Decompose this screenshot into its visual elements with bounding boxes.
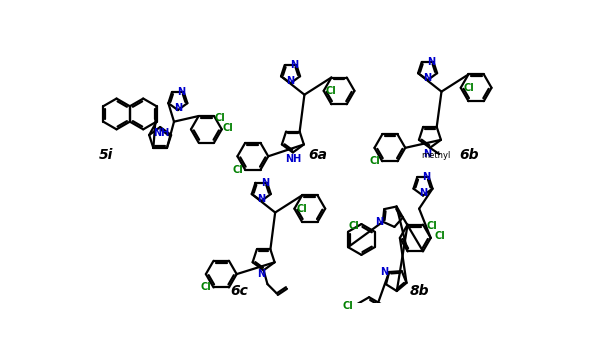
Text: Cl: Cl [349,221,359,231]
Text: Cl: Cl [200,283,211,292]
Text: Cl: Cl [427,221,437,231]
Text: N: N [427,57,435,67]
Text: N: N [290,60,298,70]
Text: Cl: Cl [232,165,243,175]
Text: N: N [286,76,295,86]
Text: Cl: Cl [326,86,337,96]
Text: N: N [419,188,427,198]
Text: N: N [257,194,265,204]
Text: N: N [375,217,383,227]
Text: Cl: Cl [215,113,226,122]
Text: NH: NH [153,128,169,138]
Text: N: N [380,267,389,277]
Text: Cl: Cl [223,123,233,133]
Text: NH: NH [286,154,302,164]
Text: methyl: methyl [421,151,451,160]
Text: Cl: Cl [463,83,474,93]
Text: N: N [424,73,431,83]
Text: Cl: Cl [343,302,353,311]
Text: Cl: Cl [434,232,445,241]
Text: N: N [424,149,431,159]
Text: 6c: 6c [231,284,248,298]
Text: 6b: 6b [460,148,479,162]
Text: N: N [174,103,182,113]
Text: N: N [257,269,265,279]
Text: N: N [422,172,431,183]
Text: 5i: 5i [98,148,113,162]
Text: 8b: 8b [409,284,429,298]
Text: Cl: Cl [297,204,307,214]
Text: N: N [261,178,269,188]
Text: Cl: Cl [369,156,380,166]
Text: 6a: 6a [308,148,327,162]
Text: N: N [178,87,185,97]
